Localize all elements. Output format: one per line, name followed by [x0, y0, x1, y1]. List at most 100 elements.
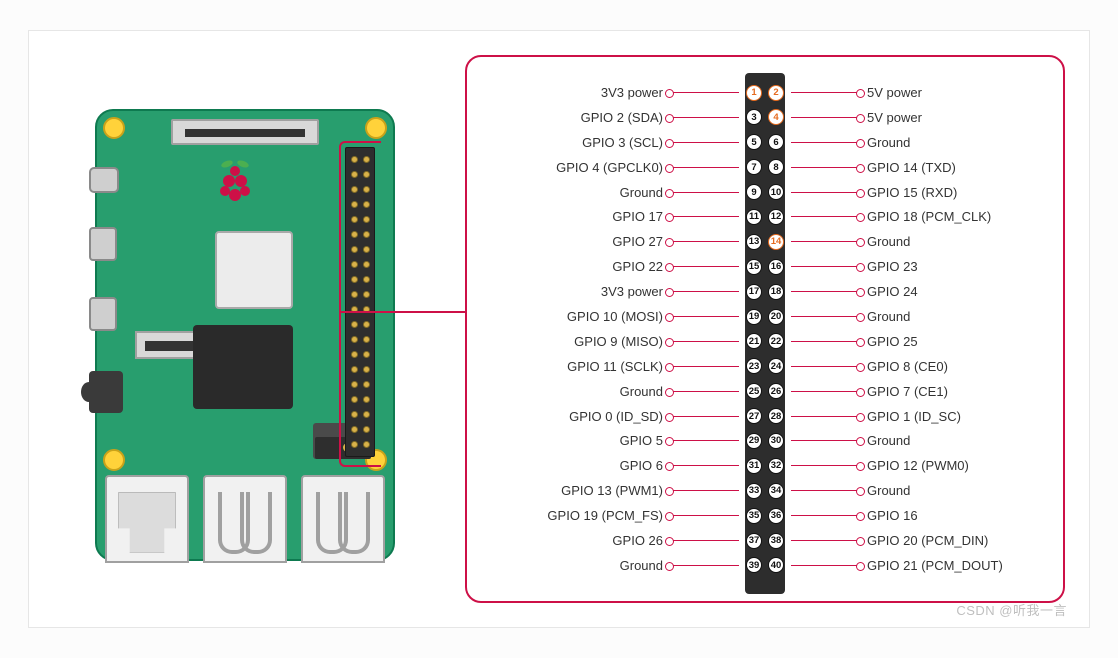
pin-number-right: 22 — [768, 333, 784, 349]
pin-wire-left — [669, 416, 739, 417]
micro-hdmi-port-icon — [89, 297, 117, 331]
pin-wire-right — [791, 341, 861, 342]
pin-number-left: 31 — [746, 458, 762, 474]
pin-wire-right — [791, 366, 861, 367]
pin-number-left: 1 — [746, 85, 762, 101]
pin-wire-left — [669, 391, 739, 392]
pin-row: Ground910GPIO 15 (RXD) — [481, 181, 1049, 204]
pin-number-right: 26 — [768, 383, 784, 399]
pin-wire-left — [669, 540, 739, 541]
pin-header-cell: 12 — [739, 81, 791, 104]
pin-row: GPIO 2 (SDA)345V power — [481, 106, 1049, 129]
pin-wire-left — [669, 216, 739, 217]
pin-row: GPIO 171112GPIO 18 (PCM_CLK) — [481, 205, 1049, 228]
pin-label-right: Ground — [861, 135, 1049, 150]
pin-number-left: 25 — [746, 383, 762, 399]
pin-wire-right — [791, 515, 861, 516]
pin-number-left: 21 — [746, 333, 762, 349]
pin-number-right: 36 — [768, 508, 784, 524]
pin-wire-right — [791, 440, 861, 441]
diagram-frame: 3V3 power125V powerGPIO 2 (SDA)345V powe… — [28, 30, 1090, 628]
pin-number-right: 38 — [768, 533, 784, 549]
pin-wire-left — [669, 465, 739, 466]
pin-label-left: GPIO 22 — [481, 259, 669, 274]
pin-number-left: 37 — [746, 533, 762, 549]
pin-header-cell: 3334 — [739, 479, 791, 502]
pin-row: 3V3 power125V power — [481, 81, 1049, 104]
pin-label-right: Ground — [861, 234, 1049, 249]
pin-number-left: 13 — [746, 234, 762, 250]
pin-number-left: 3 — [746, 109, 762, 125]
pin-header-cell: 21 22 — [739, 330, 791, 353]
pin-label-left: 3V3 power — [481, 85, 669, 100]
pin-number-left: 35 — [746, 508, 762, 524]
pin-row: Ground3940GPIO 21 (PCM_DOUT) — [481, 554, 1049, 577]
ports-row — [105, 475, 385, 563]
pin-label-right: GPIO 14 (TXD) — [861, 160, 1049, 175]
pin-wire-left — [669, 241, 739, 242]
pin-label-left: Ground — [481, 185, 669, 200]
pin-header-cell: 56 — [739, 131, 791, 154]
pin-label-right: GPIO 7 (CE1) — [861, 384, 1049, 399]
pin-row: Ground2526GPIO 7 (CE1) — [481, 380, 1049, 403]
pin-label-left: GPIO 19 (PCM_FS) — [481, 508, 669, 523]
pin-header-cell: 78 — [739, 156, 791, 179]
pin-wire-right — [791, 391, 861, 392]
pin-wire-left — [669, 515, 739, 516]
pin-row: GPIO 63132GPIO 12 (PWM0) — [481, 454, 1049, 477]
pin-label-left: GPIO 5 — [481, 433, 669, 448]
pin-wire-right — [791, 490, 861, 491]
pin-row: GPIO 19 (PCM_FS)3536GPIO 16 — [481, 504, 1049, 527]
pin-label-left: GPIO 26 — [481, 533, 669, 548]
pin-number-right: 8 — [768, 159, 784, 175]
pin-row: GPIO 0 (ID_SD)2728GPIO 1 (ID_SC) — [481, 405, 1049, 428]
pin-row: GPIO 11 (SCLK)2324GPIO 8 (CE0) — [481, 355, 1049, 378]
pin-wire-right — [791, 117, 861, 118]
audio-jack-icon — [89, 371, 123, 413]
pin-wire-right — [791, 142, 861, 143]
pin-header-cell: 1314 — [739, 230, 791, 253]
pin-number-right: 28 — [768, 408, 784, 424]
pin-header-cell: 35 36 — [739, 504, 791, 527]
pin-wire-right — [791, 565, 861, 566]
pin-label-left: GPIO 11 (SCLK) — [481, 359, 669, 374]
pin-label-right: Ground — [861, 433, 1049, 448]
pin-number-left: 19 — [746, 309, 762, 325]
pin-label-left: GPIO 27 — [481, 234, 669, 249]
pin-number-right: 32 — [768, 458, 784, 474]
pin-number-right: 4 — [768, 109, 784, 125]
pin-number-right: 20 — [768, 309, 784, 325]
pin-number-right: 40 — [768, 557, 784, 573]
pin-label-left: GPIO 13 (PWM1) — [481, 483, 669, 498]
pin-wire-left — [669, 316, 739, 317]
pin-wire-right — [791, 416, 861, 417]
pin-number-left: 23 — [746, 358, 762, 374]
pin-label-left: GPIO 6 — [481, 458, 669, 473]
pin-wire-right — [791, 216, 861, 217]
pin-wire-left — [669, 167, 739, 168]
pin-wire-left — [669, 142, 739, 143]
pin-number-right: 34 — [768, 483, 784, 499]
pin-number-left: 7 — [746, 159, 762, 175]
pin-row: GPIO 10 (MOSI)1920Ground — [481, 305, 1049, 328]
pin-number-left: 5 — [746, 134, 762, 150]
pin-row: GPIO 9 (MISO)2122GPIO 25 — [481, 330, 1049, 353]
pin-label-left: GPIO 17 — [481, 209, 669, 224]
raspberry-pi-board — [95, 109, 395, 561]
pin-header-cell: 2324 — [739, 355, 791, 378]
pin-wire-right — [791, 540, 861, 541]
pin-wire-left — [669, 92, 739, 93]
pin-label-left: GPIO 0 (ID_SD) — [481, 409, 669, 424]
pin-header-cell: 25 26 — [739, 380, 791, 403]
pin-header-cell: 1112 — [739, 205, 791, 228]
pin-label-left: GPIO 3 (SCL) — [481, 135, 669, 150]
pinout-panel: 3V3 power125V powerGPIO 2 (SDA)345V powe… — [465, 55, 1065, 603]
pin-label-left: GPIO 10 (MOSI) — [481, 309, 669, 324]
pin-wire-left — [669, 440, 739, 441]
pin-number-right: 30 — [768, 433, 784, 449]
pin-header-cell: 1516 — [739, 255, 791, 278]
pin-header-cell: 1718 — [739, 280, 791, 303]
soc-chip-icon — [215, 231, 293, 309]
pin-row: GPIO 3 (SCL) 56 Ground — [481, 131, 1049, 154]
pin-label-right: GPIO 24 — [861, 284, 1049, 299]
